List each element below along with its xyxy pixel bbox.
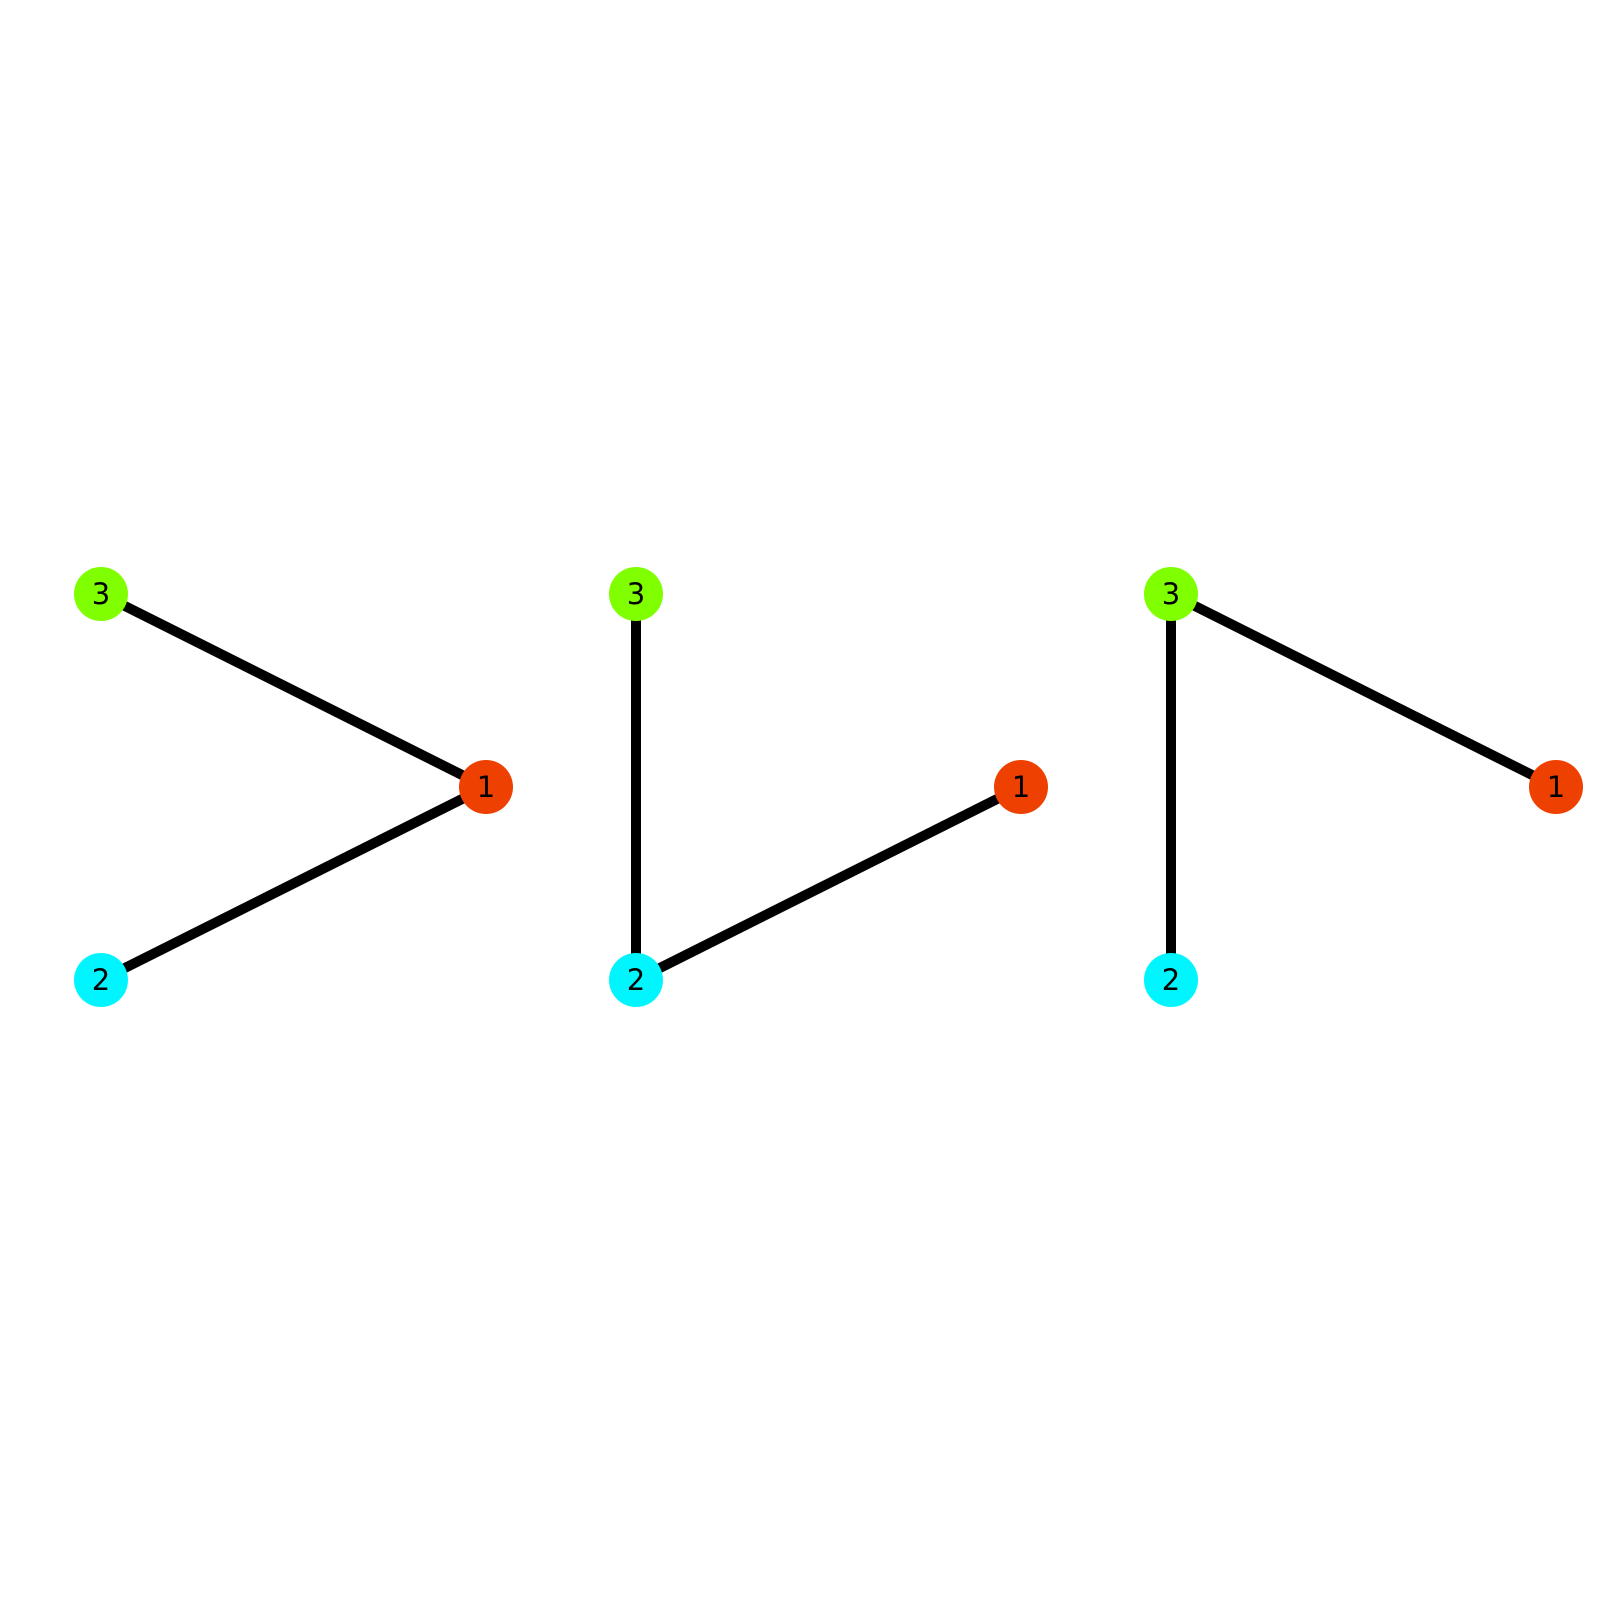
- edge-1-2: [98, 782, 489, 985]
- node-1: 1: [459, 760, 513, 814]
- node-circle: [609, 953, 663, 1007]
- edge-3-1: [98, 589, 489, 792]
- graph-panel-2: 1 2 3: [609, 567, 1048, 1007]
- node-2: 2: [609, 953, 663, 1007]
- graph-panel-3: 1 2 3: [1144, 567, 1583, 1007]
- edge-2-1: [633, 782, 1024, 985]
- node-label: 3: [1162, 577, 1180, 611]
- node-circle: [74, 953, 128, 1007]
- node-label: 2: [1162, 963, 1180, 997]
- node-circle: [994, 760, 1048, 814]
- node-label: 3: [92, 577, 110, 611]
- node-label: 1: [1012, 770, 1030, 804]
- node-label: 3: [627, 577, 645, 611]
- node-label: 2: [627, 963, 645, 997]
- node-circle: [1144, 953, 1198, 1007]
- node-1: 1: [1529, 760, 1583, 814]
- node-label: 2: [92, 963, 110, 997]
- node-circle: [74, 567, 128, 621]
- node-circle: [1529, 760, 1583, 814]
- node-label: 1: [477, 770, 495, 804]
- graph-panel-1: 1 2 3: [74, 567, 513, 1007]
- node-circle: [459, 760, 513, 814]
- node-circle: [609, 567, 663, 621]
- node-2: 2: [74, 953, 128, 1007]
- node-circle: [1144, 567, 1198, 621]
- node-2: 2: [1144, 953, 1198, 1007]
- edge-3-1: [1168, 589, 1559, 792]
- node-3: 3: [609, 567, 663, 621]
- node-label: 1: [1547, 770, 1565, 804]
- node-3: 3: [1144, 567, 1198, 621]
- node-3: 3: [74, 567, 128, 621]
- node-1: 1: [994, 760, 1048, 814]
